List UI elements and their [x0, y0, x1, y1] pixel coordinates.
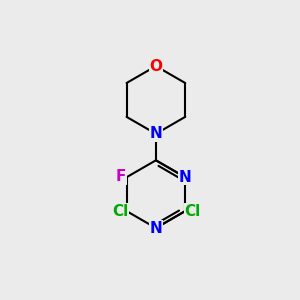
Text: N: N	[149, 220, 162, 236]
Text: Cl: Cl	[112, 204, 128, 219]
Text: F: F	[116, 169, 127, 184]
Text: O: O	[149, 58, 162, 74]
Text: N: N	[149, 126, 162, 141]
Text: Cl: Cl	[184, 204, 201, 219]
Text: N: N	[179, 170, 192, 185]
